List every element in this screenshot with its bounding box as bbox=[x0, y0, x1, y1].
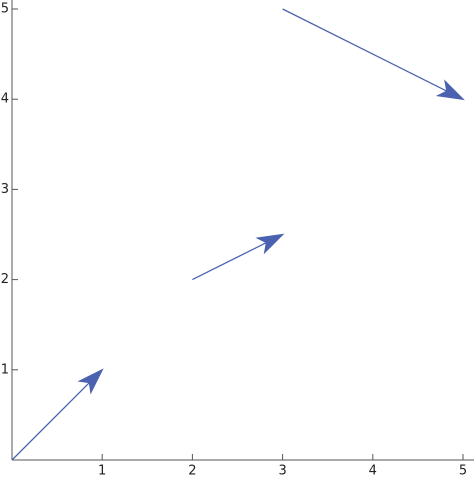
x-tick-label: 1 bbox=[98, 464, 106, 479]
arrow bbox=[11, 368, 104, 461]
y-tick-label: 4 bbox=[1, 92, 9, 107]
y-tick-label: 2 bbox=[1, 272, 9, 287]
y-tick-label: 5 bbox=[1, 2, 9, 17]
y-tick-label: 3 bbox=[1, 182, 9, 197]
x-tick-label: 2 bbox=[188, 464, 196, 479]
x-tick-label: 4 bbox=[369, 464, 377, 479]
arrow bbox=[282, 8, 465, 101]
x-tick-label: 5 bbox=[459, 464, 467, 479]
y-tick-label: 1 bbox=[1, 362, 9, 377]
arrow bbox=[192, 233, 285, 281]
x-tick-label: 3 bbox=[278, 464, 286, 479]
